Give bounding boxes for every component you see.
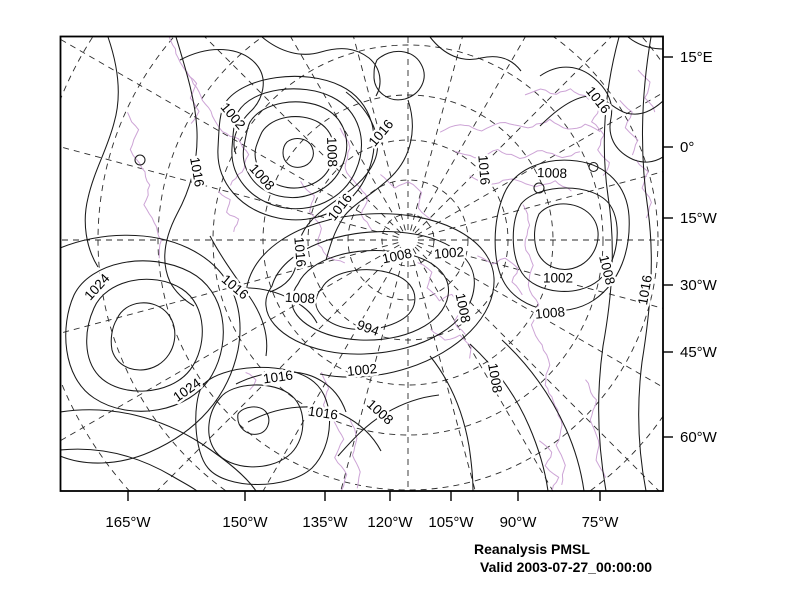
contour-lines xyxy=(60,36,663,491)
x-axis-tick-label: 105°W xyxy=(428,514,474,531)
contour-label: 1024 xyxy=(170,375,204,405)
contour-label: 1002 xyxy=(543,271,573,286)
y-axis-tick-label: 15°E xyxy=(680,49,713,66)
y-axis-tick-label: 15°W xyxy=(680,210,718,227)
map-frame xyxy=(59,35,664,492)
contour-label: 1008 xyxy=(537,165,568,181)
contour-label: 1016 xyxy=(475,154,493,185)
contour-label: 1008 xyxy=(485,362,505,394)
x-axis-tick-label: 135°W xyxy=(302,514,348,531)
contour-label: 1016 xyxy=(366,117,397,150)
contour-label: 1016 xyxy=(262,367,294,386)
contour-label: 994 xyxy=(355,317,382,339)
contour-label: 1016 xyxy=(291,236,309,267)
axes: 165°W 150°W 135°W 120°W 105°W 90°W 75°W 15°E 0° 1… xyxy=(105,49,717,531)
y-axis-tick-label: 0° xyxy=(680,139,694,156)
contour-label: 1024 xyxy=(81,270,113,303)
contour-label: 1002 xyxy=(346,361,377,379)
x-axis-tick-label: 120°W xyxy=(367,514,413,531)
x-axis-tick-label: 75°W xyxy=(582,514,620,531)
contour-label: 1016 xyxy=(635,274,655,306)
contour-label: 1008 xyxy=(596,254,618,287)
x-axis-tick-label: 150°W xyxy=(222,514,268,531)
caption-title: Reanalysis PMSL xyxy=(474,541,590,557)
caption: Reanalysis PMSL Valid 2003-07-27_00:00:0… xyxy=(474,540,652,576)
contour-labels: 1002 1008 1008 1016 1016 1016 1016 1008 1002 1008… xyxy=(79,81,658,430)
contour-label: 1016 xyxy=(307,403,339,422)
contour-label: 1002 xyxy=(433,244,464,262)
contour-label: 1008 xyxy=(324,137,340,168)
contour-label: 1008 xyxy=(364,396,396,427)
y-axis-tick-label: 45°W xyxy=(680,344,718,361)
x-axis-tick-label: 90°W xyxy=(500,514,538,531)
y-axis-tick-label: 30°W xyxy=(680,277,718,294)
contour-label: 1008 xyxy=(285,290,316,307)
caption-valid-time: Valid 2003-07-27_00:00:00 xyxy=(480,559,653,575)
x-axis-tick-label: 165°W xyxy=(105,514,151,531)
y-axis-tick-label: 60°W xyxy=(680,429,718,446)
contour-label: 1008 xyxy=(534,304,565,322)
